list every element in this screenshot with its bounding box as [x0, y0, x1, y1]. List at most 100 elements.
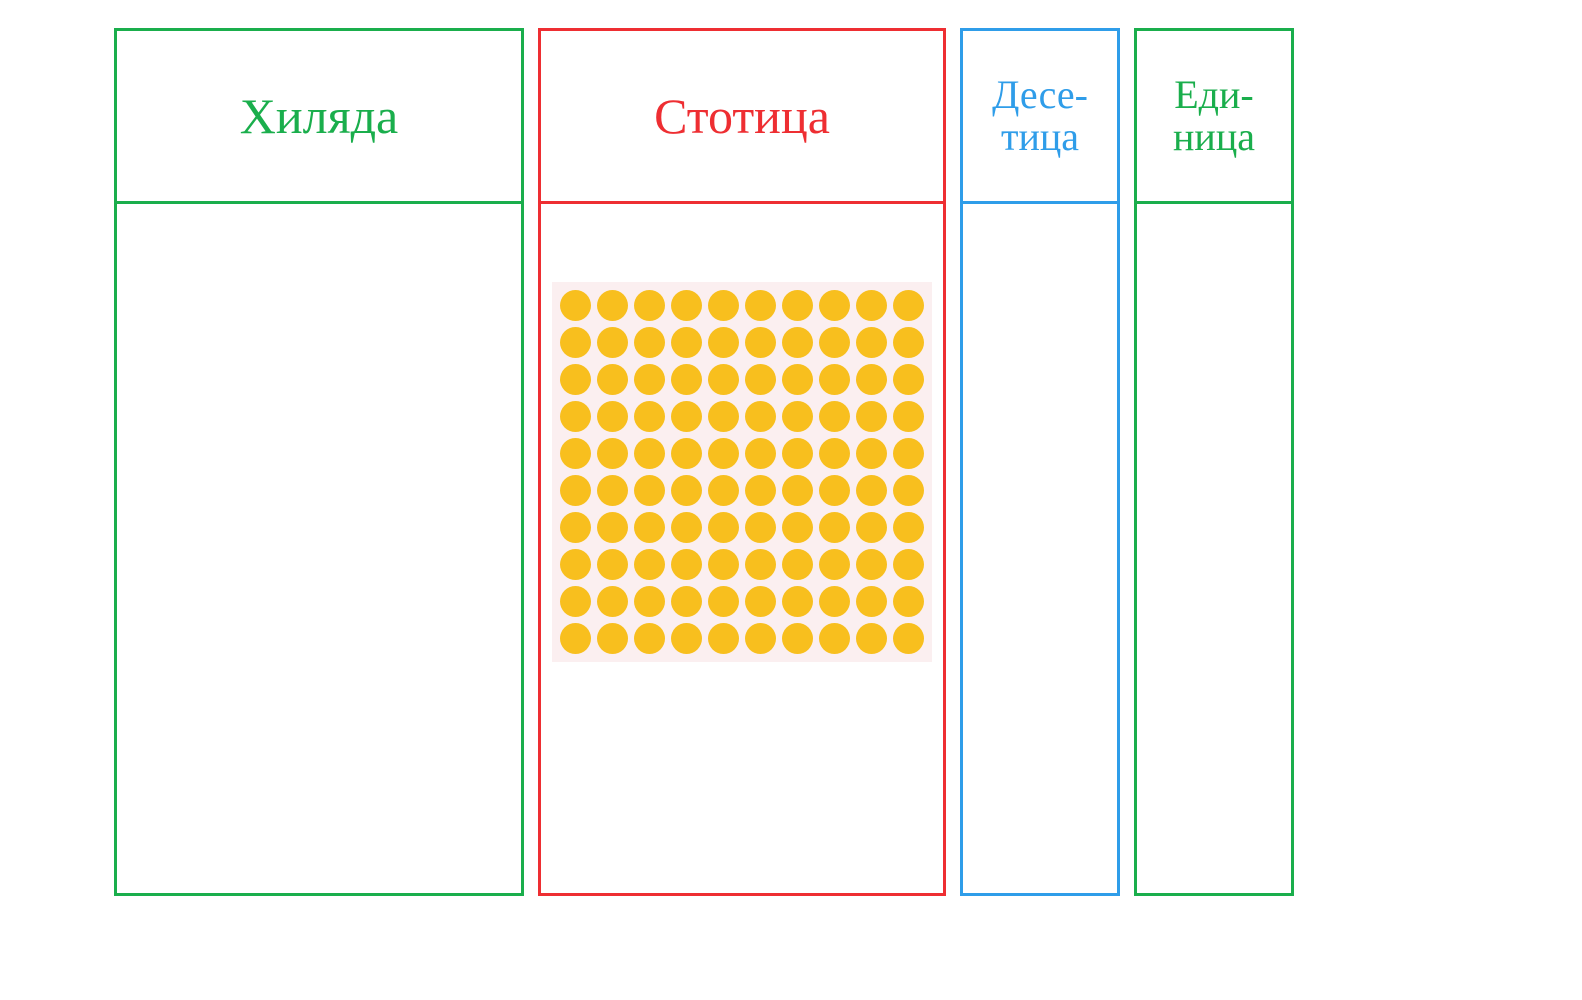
header-thousands-label: Хиляда: [240, 90, 398, 143]
dot: [671, 475, 702, 506]
dot: [856, 290, 887, 321]
dot: [856, 512, 887, 543]
dot: [634, 512, 665, 543]
dot: [597, 438, 628, 469]
dot: [560, 401, 591, 432]
dot: [560, 327, 591, 358]
dot: [597, 586, 628, 617]
dot: [560, 623, 591, 654]
dot: [819, 327, 850, 358]
dot: [893, 438, 924, 469]
dot: [560, 290, 591, 321]
dot: [745, 475, 776, 506]
dot: [560, 586, 591, 617]
dot-grid: [560, 290, 924, 654]
dot: [782, 549, 813, 580]
dot: [671, 401, 702, 432]
dot: [782, 364, 813, 395]
header-hundreds-label: Стотица: [654, 90, 830, 143]
dot: [671, 623, 702, 654]
dot: [745, 327, 776, 358]
place-value-table: Хиляда Стотица Десе- тица Еди- ница: [114, 28, 1466, 896]
column-thousands: Хиляда: [114, 28, 524, 896]
dot: [782, 438, 813, 469]
dot: [708, 475, 739, 506]
dot: [893, 586, 924, 617]
body-hundreds: [538, 204, 946, 896]
header-hundreds: Стотица: [538, 28, 946, 204]
column-ones: Еди- ница: [1134, 28, 1294, 896]
dot: [782, 327, 813, 358]
dot: [782, 401, 813, 432]
dot: [745, 401, 776, 432]
dot: [856, 401, 887, 432]
dot: [708, 401, 739, 432]
dot: [745, 549, 776, 580]
dot: [745, 438, 776, 469]
dot: [708, 549, 739, 580]
hundred-square: [552, 282, 932, 662]
dot: [597, 290, 628, 321]
dot: [597, 549, 628, 580]
dot: [634, 438, 665, 469]
dot: [893, 549, 924, 580]
dot: [856, 475, 887, 506]
dot: [819, 512, 850, 543]
dot: [856, 623, 887, 654]
header-tens: Десе- тица: [960, 28, 1120, 204]
dot: [708, 623, 739, 654]
dot: [634, 549, 665, 580]
dot: [893, 475, 924, 506]
dot: [560, 475, 591, 506]
dot: [597, 475, 628, 506]
dot: [671, 364, 702, 395]
dot: [634, 586, 665, 617]
dot: [782, 475, 813, 506]
dot: [745, 364, 776, 395]
dot: [634, 327, 665, 358]
dot: [745, 512, 776, 543]
dot: [782, 623, 813, 654]
dot: [893, 327, 924, 358]
dot: [819, 586, 850, 617]
dot: [634, 290, 665, 321]
dot: [819, 401, 850, 432]
dot: [597, 401, 628, 432]
dot: [856, 364, 887, 395]
dot: [893, 512, 924, 543]
dot: [597, 623, 628, 654]
dot: [671, 438, 702, 469]
dot: [597, 512, 628, 543]
dot: [819, 623, 850, 654]
dot: [819, 290, 850, 321]
dot: [560, 512, 591, 543]
dot: [856, 327, 887, 358]
dot: [671, 290, 702, 321]
dot: [597, 327, 628, 358]
column-tens: Десе- тица: [960, 28, 1120, 896]
dot: [708, 512, 739, 543]
dot: [560, 438, 591, 469]
dot: [708, 290, 739, 321]
body-ones: [1134, 204, 1294, 896]
dot: [745, 623, 776, 654]
dot: [671, 327, 702, 358]
dot: [893, 290, 924, 321]
dot: [782, 586, 813, 617]
dot: [819, 438, 850, 469]
dot: [819, 549, 850, 580]
header-thousands: Хиляда: [114, 28, 524, 204]
header-tens-label: Десе- тица: [992, 74, 1088, 158]
dot: [819, 475, 850, 506]
dot: [782, 290, 813, 321]
dot: [782, 512, 813, 543]
dot: [560, 364, 591, 395]
dot: [893, 364, 924, 395]
dot: [856, 438, 887, 469]
header-ones: Еди- ница: [1134, 28, 1294, 204]
dot: [634, 475, 665, 506]
dot: [893, 401, 924, 432]
dot: [671, 549, 702, 580]
column-hundreds: Стотица: [538, 28, 946, 896]
dot: [708, 586, 739, 617]
